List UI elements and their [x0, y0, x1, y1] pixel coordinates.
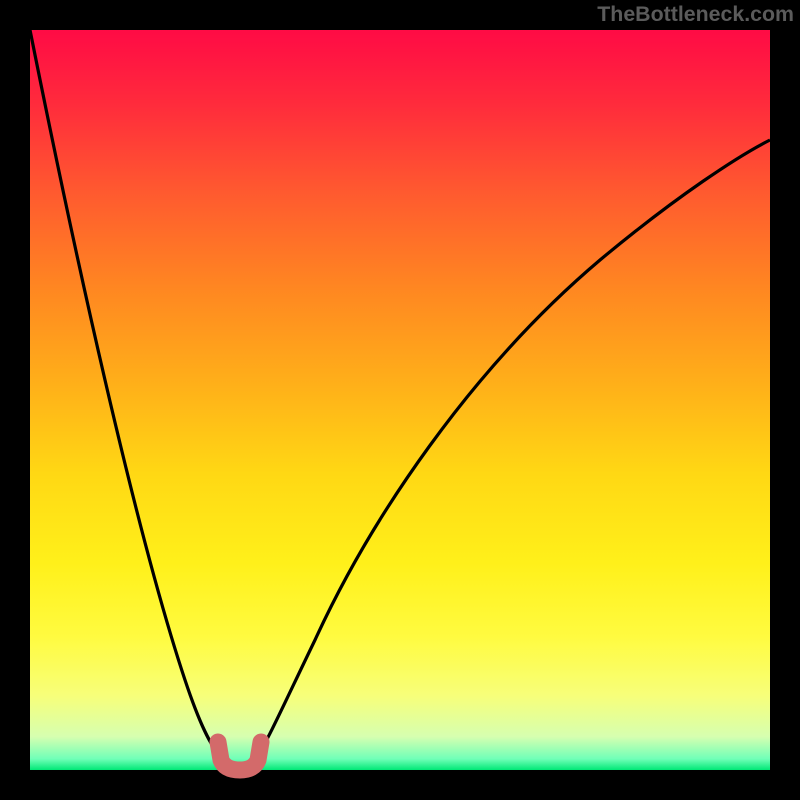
plot-border-bottom	[0, 770, 800, 800]
bottleneck-chart	[0, 0, 800, 800]
plot-border-right	[770, 0, 800, 800]
chart-container: TheBottleneck.com	[0, 0, 800, 800]
gradient-plot-area	[30, 30, 770, 770]
watermark-text: TheBottleneck.com	[597, 2, 794, 27]
plot-border-left	[0, 0, 30, 800]
